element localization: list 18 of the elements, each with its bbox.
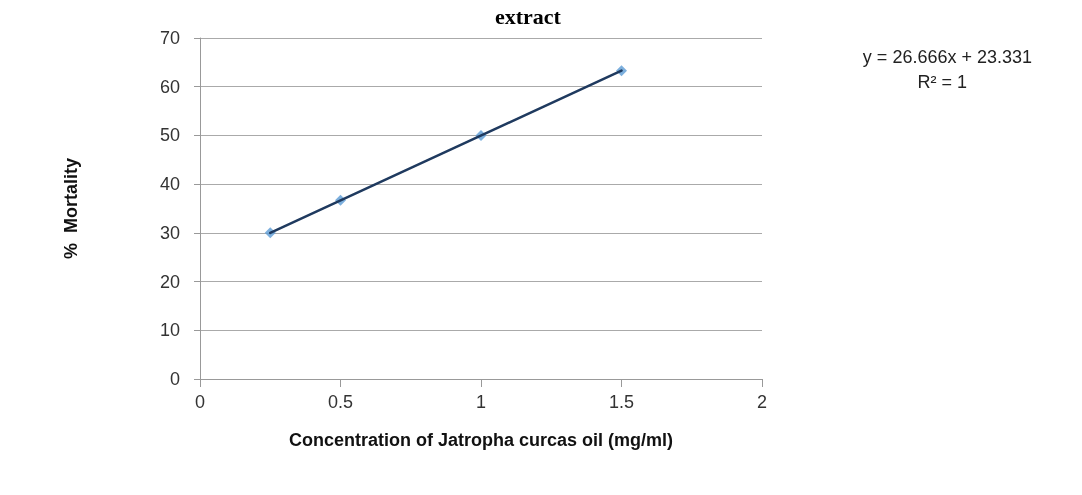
y-tick-label: 70 (159, 28, 180, 48)
text: R² = 1 (917, 72, 968, 92)
y-tick-label: 30 (159, 222, 180, 243)
x-axis-title: Concentration of Jatropha curcas oil (mg/ml) (288, 430, 674, 450)
chart-title: extract (495, 3, 562, 29)
y-tick-label: 0 (169, 369, 180, 389)
x-tick-label: 0.5 (327, 392, 354, 412)
x-tick-label: 0 (194, 392, 206, 412)
y-tick-label: 40 (159, 174, 180, 195)
x-tick-label: 2 (756, 392, 768, 412)
y-tick-label: 50 (159, 125, 180, 146)
y-tick-label: 60 (159, 76, 180, 97)
x-tick-label: 1.5 (608, 392, 635, 412)
x-tick-label: 1 (475, 392, 487, 412)
y-tick-label: 20 (159, 271, 180, 292)
y-tick-label: 10 (159, 320, 180, 341)
text: y = 26.666x + 23.331 (862, 47, 1032, 67)
y-axis-title: % Mortality (61, 157, 81, 260)
